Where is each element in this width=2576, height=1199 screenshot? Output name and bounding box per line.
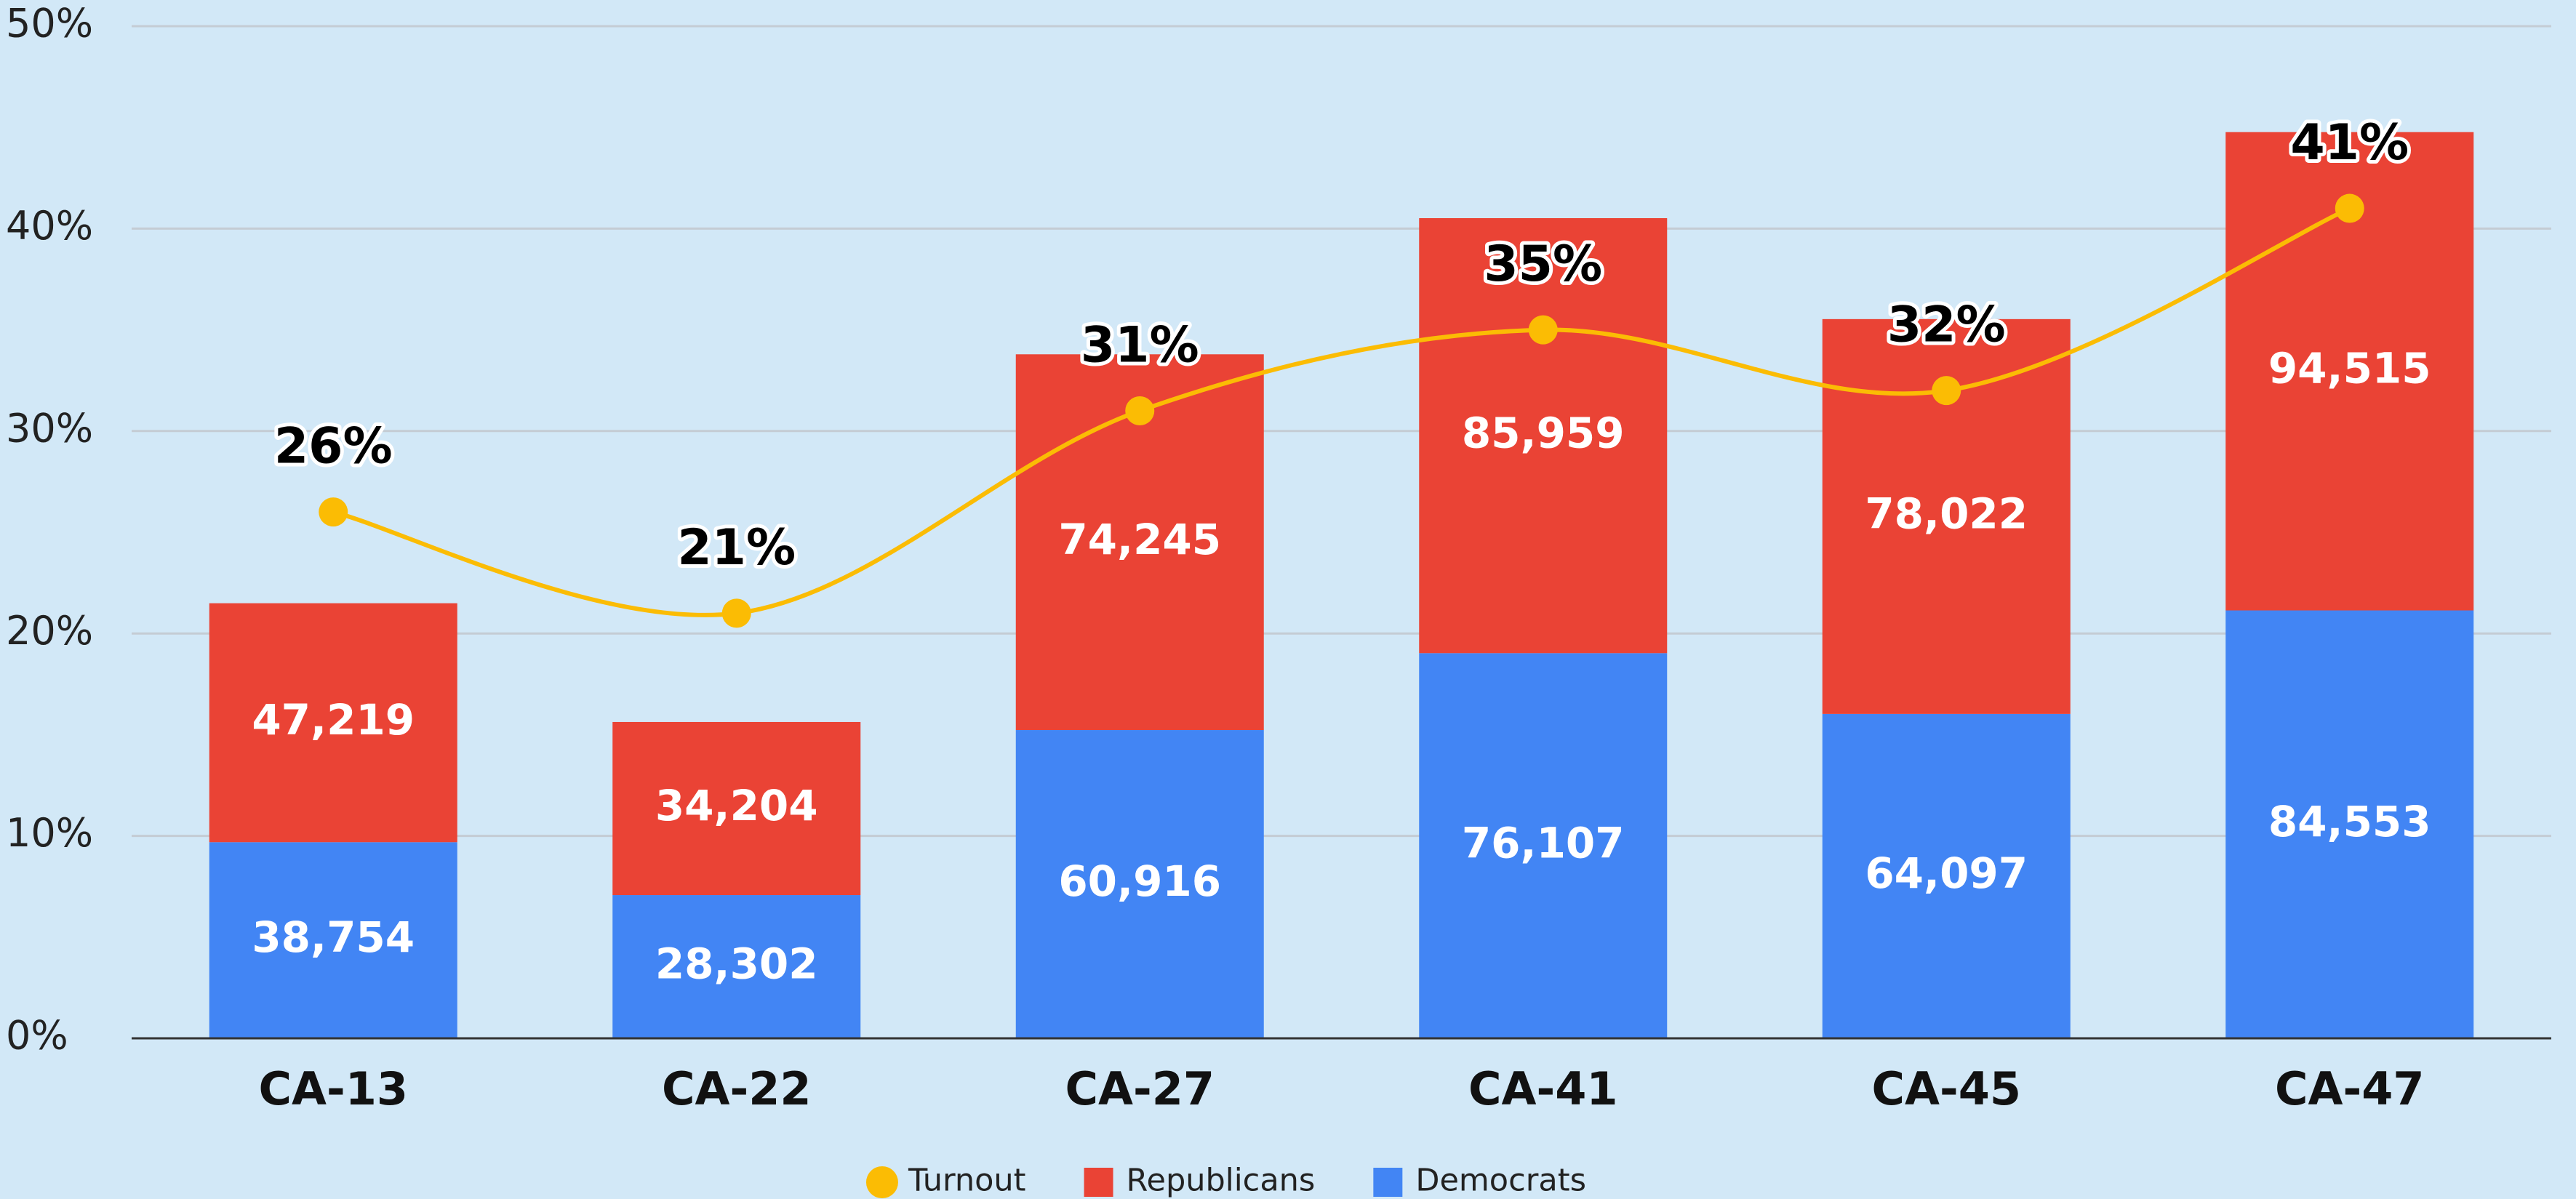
bar-segment [209,842,457,1038]
bar-segment [1822,713,2071,1038]
turnout-label: 41% [2290,114,2409,172]
turnout-label: 26% [274,418,393,476]
x-tick-label: CA-47 [2275,1062,2425,1115]
turnout-label: 21% [677,519,796,577]
x-tick-label: CA-13 [259,1062,409,1115]
turnout-point [721,598,751,628]
turnout-label: 35% [1484,236,1602,293]
turnout-line [332,206,2351,617]
x-tick-label: CA-27 [1065,1062,1215,1115]
data-label: 94,515 [2268,344,2431,393]
bar-segment [2225,610,2474,1038]
bar-segment [612,895,861,1038]
grid [132,25,2551,838]
x-tick-label: CA-41 [1468,1062,1618,1115]
data-label: 76,107 [1462,818,1625,867]
data-label: 28,302 [655,939,818,989]
y-tick-label: 0% [6,1013,68,1059]
data-label: 85,959 [1462,408,1625,457]
data-label: 64,097 [1865,849,2028,898]
data-label: 60,916 [1058,857,1221,906]
turnout-point [2335,193,2364,223]
turnout-point [1125,396,1155,425]
bar-segment [1419,653,1668,1038]
data-label: 84,553 [2268,797,2431,846]
bar-segment [612,721,861,896]
legend-marker [1084,1168,1113,1197]
bar-segment [209,603,457,843]
x-tick-label: CA-22 [662,1062,812,1115]
y-tick-label: 50% [6,1,93,47]
bar-segment [1419,218,1668,654]
x-tick-label: CA-45 [1872,1062,2022,1115]
turnout-point [1528,315,1558,345]
data-label: 38,754 [252,913,415,962]
data-label: 47,219 [252,695,415,745]
legend-label: Republicans [1127,1163,1316,1199]
y-tick-label: 40% [6,203,93,249]
data-label: 78,022 [1865,489,2028,538]
legend-label: Democrats [1415,1163,1586,1199]
legend-label: Turnout [908,1163,1026,1199]
turnout-label: 31% [1081,317,1199,374]
legend-marker [1373,1168,1403,1197]
legend-marker [865,1166,898,1198]
y-tick-label: 10% [6,810,93,856]
turnout-point [319,497,348,527]
data-label: 74,245 [1058,515,1221,564]
bar-segment [1015,730,1264,1038]
legend: Turnout Republicans Democrats [865,1163,1586,1199]
y-tick-label: 30% [6,405,93,451]
data-label: 34,204 [655,781,818,830]
turnout-point [1932,376,1961,406]
y-tick-label: 20% [6,608,93,654]
turnout-label: 32% [1887,297,2006,354]
